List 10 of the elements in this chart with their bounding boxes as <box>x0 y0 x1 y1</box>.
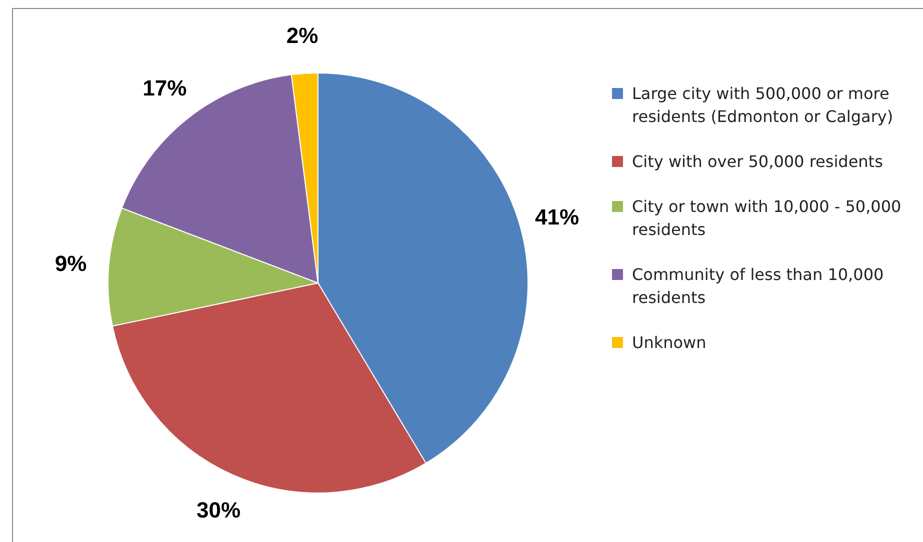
data-label: 2% <box>286 23 318 48</box>
legend-label: Community of less than 10,000 residents <box>632 264 885 309</box>
data-label: 30% <box>196 498 241 523</box>
data-label: 17% <box>142 76 187 101</box>
legend-label: Unknown <box>632 332 706 354</box>
legend-label: City with over 50,000 residents <box>632 151 883 173</box>
data-label: 9% <box>54 250 87 276</box>
legend-label: City or town with 10,000 - 50,000 residents <box>632 196 902 241</box>
data-label: 41% <box>535 204 580 230</box>
legend-label: Large city with 500,000 or more residents (Edmonton or Calgary) <box>632 83 894 128</box>
